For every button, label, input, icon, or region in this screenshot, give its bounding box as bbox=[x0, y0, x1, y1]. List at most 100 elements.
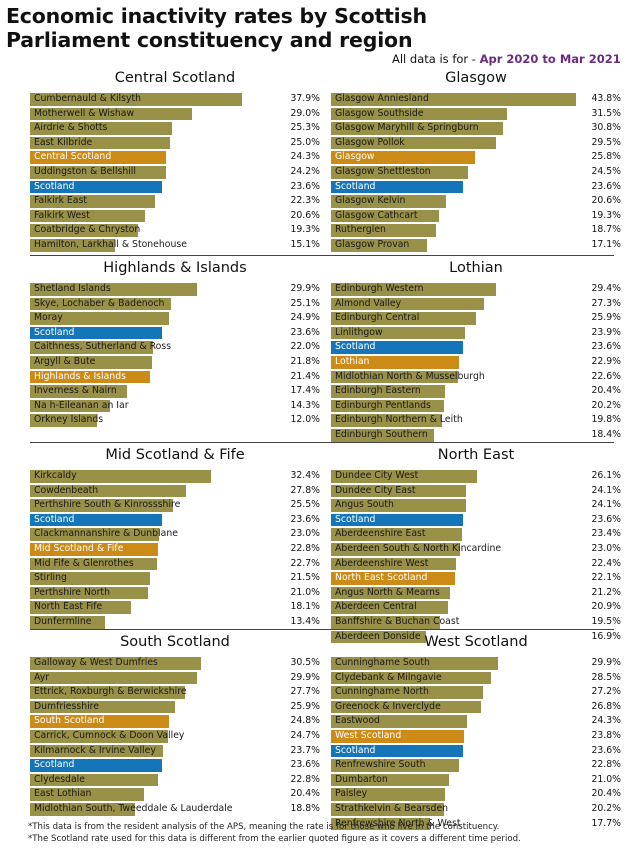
bar-value: 22.3% bbox=[290, 195, 320, 207]
bar-row: Perthshire North 21.0% bbox=[30, 586, 320, 602]
bar-label: Glasgow Southside bbox=[335, 107, 424, 119]
bar-label: Edinburgh Southern bbox=[335, 429, 428, 440]
bar-row: East Lothian 20.4% bbox=[30, 788, 320, 803]
bar-value: 23.6% bbox=[591, 341, 621, 353]
bar-label: Almond Valley bbox=[335, 297, 402, 309]
bar-value: 24.8% bbox=[290, 715, 320, 727]
region-panel-glasgow: Glasgow Glasgow Anniesland 43.8% Glasgow So… bbox=[331, 70, 621, 254]
region-panel-mid-scotland-and-fife: Mid Scotland & Fife Kirkcaldy 32.4% Cowdenb… bbox=[30, 447, 320, 631]
bar-label: Glasgow Provan bbox=[335, 239, 410, 250]
bar-value: 23.6% bbox=[591, 744, 621, 756]
bar-label: Ettrick, Roxburgh & Berwickshire bbox=[34, 686, 187, 698]
bar-row: Aberdeen Donside 16.9% bbox=[331, 630, 621, 646]
bar-label: Shetland Islands bbox=[34, 283, 111, 294]
bar-value: 25.1% bbox=[290, 297, 320, 309]
constituency-bar bbox=[331, 370, 458, 384]
bar-row: Midlothian North & Musselburgh 22.6% bbox=[331, 370, 621, 386]
bar-label: Dundee City West bbox=[335, 470, 419, 481]
bar-label: Cumbernauld & Kilsyth bbox=[34, 93, 141, 104]
constituency-bar bbox=[30, 484, 186, 498]
bar-value: 23.4% bbox=[591, 528, 621, 540]
constituency-bar bbox=[30, 700, 176, 714]
bar-row: Edinburgh Pentlands 20.2% bbox=[331, 399, 621, 415]
constituency-bar bbox=[331, 136, 497, 150]
constituency-bar bbox=[331, 326, 465, 340]
bar-row: Caithness, Sutherland & Ross 22.0% bbox=[30, 341, 320, 356]
bar-label: Eastwood bbox=[335, 715, 380, 727]
bar-value: 24.1% bbox=[591, 499, 621, 511]
constituency-bar bbox=[30, 557, 158, 571]
constituency-bar bbox=[30, 788, 145, 801]
constituency-bar bbox=[30, 671, 198, 685]
bar-label: Ayr bbox=[34, 671, 50, 683]
bar-label: Scotland bbox=[34, 326, 75, 338]
bar-row: West Scotland 23.8% bbox=[331, 730, 621, 745]
constituency-bar bbox=[331, 414, 442, 427]
bar-label: Greenock & Inverclyde bbox=[335, 700, 441, 712]
bar-value: 23.6% bbox=[591, 180, 621, 192]
region-title: South Scotland bbox=[120, 634, 230, 650]
bar-label: Perthshire North bbox=[34, 586, 110, 598]
bar-label: Cunninghame South bbox=[335, 657, 430, 668]
bar-row: Perthshire South & Kinrossshire 25.5% bbox=[30, 499, 320, 514]
region-title: Mid Scotland & Fife bbox=[105, 447, 245, 463]
bar-row: Cunninghame South 29.9% bbox=[331, 657, 621, 672]
constituency-bar bbox=[30, 239, 115, 252]
constituency-bar bbox=[331, 557, 457, 571]
constituency-bar bbox=[30, 414, 98, 427]
bar-label: Falkirk West bbox=[34, 209, 90, 221]
bar-row: Coatbridge & Chryston 19.3% bbox=[30, 224, 320, 239]
bar-label: North East Scotland bbox=[335, 572, 428, 584]
constituency-bar bbox=[331, 239, 427, 252]
bar-value: 23.8% bbox=[591, 730, 621, 741]
constituency-bar bbox=[30, 209, 146, 223]
bar-value: 17.7% bbox=[591, 817, 621, 829]
bar-label: East Lothian bbox=[34, 788, 92, 800]
bar-value: 27.7% bbox=[290, 686, 320, 698]
bar-label: Paisley bbox=[335, 788, 368, 800]
bar-value: 14.3% bbox=[290, 399, 320, 411]
bar-value: 20.2% bbox=[591, 399, 621, 411]
bar-row: Renfrewshire South 22.8% bbox=[331, 759, 621, 774]
constituency-bar bbox=[30, 297, 171, 311]
bar-value: 23.6% bbox=[290, 180, 320, 192]
bar-row: Dunfermline 13.4% bbox=[30, 616, 320, 631]
bar-label: Stirling bbox=[34, 572, 67, 584]
constituency-bar bbox=[331, 773, 449, 787]
bar-row: Aberdeen Central 20.9% bbox=[331, 601, 621, 616]
bar-label: Banffshire & Buchan Coast bbox=[335, 616, 460, 627]
bar-label: Edinburgh Northern & Leith bbox=[335, 414, 463, 426]
bar-label: Scotland bbox=[34, 513, 75, 525]
bar-value: 23.7% bbox=[290, 744, 320, 756]
bar-value: 24.9% bbox=[290, 312, 320, 324]
constituency-bar bbox=[331, 209, 440, 223]
bar-value: 29.9% bbox=[290, 671, 320, 683]
bar-value: 23.6% bbox=[290, 513, 320, 525]
bar-row: Almond Valley 27.3% bbox=[331, 297, 621, 313]
bar-label: Central Scotland bbox=[34, 151, 112, 163]
bar-label: South Scotland bbox=[34, 715, 105, 727]
bar-label: Cunninghame North bbox=[335, 686, 429, 698]
bar-value: 29.9% bbox=[591, 657, 621, 668]
bar-row: Galloway & West Dumfries 30.5% bbox=[30, 657, 320, 672]
bar-label: Angus South bbox=[335, 499, 394, 511]
constituency-bar bbox=[331, 686, 484, 699]
bar-row: Falkirk East 22.3% bbox=[30, 195, 320, 210]
constituency-bar bbox=[30, 385, 128, 398]
bar-label: Midlothian South, Tweeddale & Lauderdale bbox=[34, 803, 233, 814]
constituency-bar bbox=[331, 224, 436, 237]
bar-label: Clackmannanshire & Dunblane bbox=[34, 528, 178, 540]
period-dates: Apr 2020 to Mar 2021 bbox=[479, 52, 621, 66]
bar-label: Airdrie & Shotts bbox=[34, 122, 108, 134]
bar-label: Mid Scotland & Fife bbox=[34, 543, 124, 554]
bar-row: North East Fife 18.1% bbox=[30, 601, 320, 616]
bar-row: Cumbernauld & Kilsyth 37.9% bbox=[30, 93, 320, 108]
bar-row: Scotland 23.6% bbox=[30, 759, 320, 774]
constituency-bar bbox=[331, 93, 577, 106]
bar-value: 25.5% bbox=[290, 499, 320, 511]
bar-row: Inverness & Nairn 17.4% bbox=[30, 385, 320, 400]
region-panel-south-scotland: South Scotland Galloway & West Dumfries 30… bbox=[30, 634, 320, 818]
bar-row: Scotland 23.6% bbox=[30, 326, 320, 342]
constituency-bar bbox=[30, 341, 154, 354]
bar-value: 12.0% bbox=[290, 414, 320, 426]
